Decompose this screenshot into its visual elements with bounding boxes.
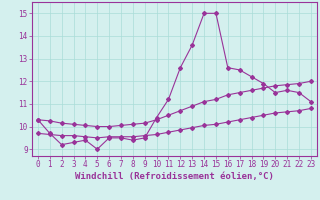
- X-axis label: Windchill (Refroidissement éolien,°C): Windchill (Refroidissement éolien,°C): [75, 172, 274, 181]
